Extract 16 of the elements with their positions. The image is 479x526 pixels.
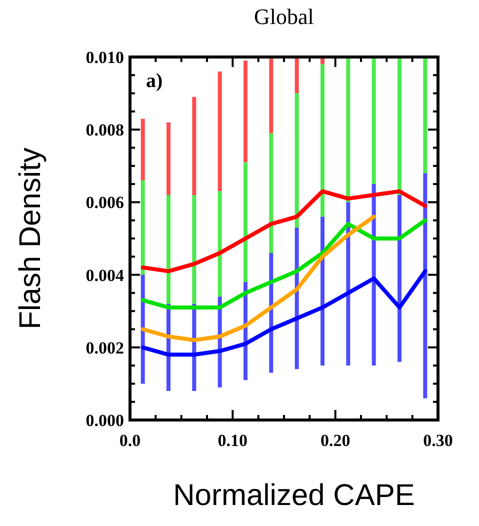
chart-title: Global	[254, 4, 314, 29]
annotation: a)	[146, 70, 163, 92]
y-tick-label: 0.002	[86, 338, 124, 358]
x-tick-label: 0.20	[320, 431, 350, 450]
y-tick-label: 0.006	[86, 193, 124, 212]
x-axis-title: Normalized CAPE	[173, 479, 415, 512]
y-tick-label: 0.000	[86, 410, 124, 430]
y-axis-title: Flash Density	[14, 148, 47, 330]
line-series	[140, 189, 428, 274]
x-tick-label: 0.0	[119, 431, 141, 450]
x-tick-label: 0.30	[423, 431, 453, 450]
x-tick-label: 0.10	[218, 431, 248, 450]
y-tick-label: 0.008	[86, 120, 124, 140]
line-series	[140, 214, 376, 342]
y-tick-label: 0.010	[86, 48, 124, 67]
y-tick-label: 0.004	[86, 266, 124, 285]
